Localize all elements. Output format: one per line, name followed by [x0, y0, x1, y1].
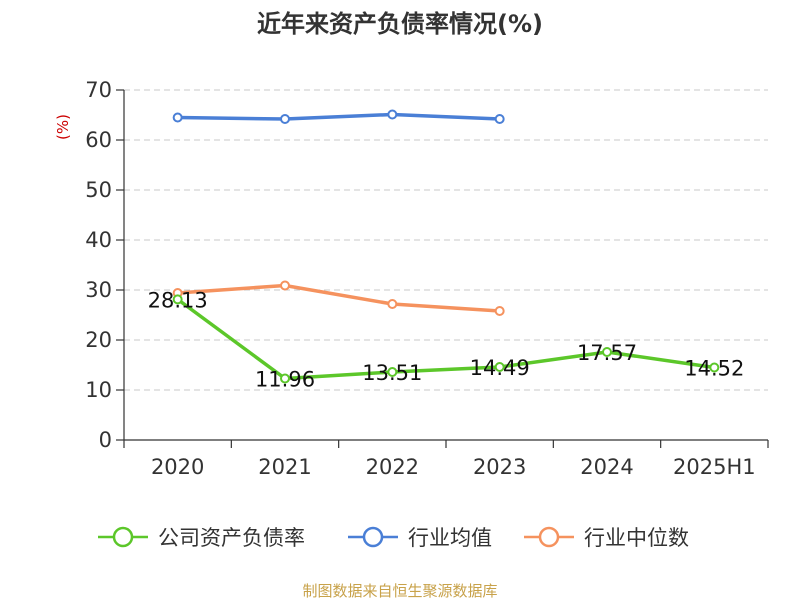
- series-1-point-0[interactable]: [172, 112, 183, 123]
- legend[interactable]: 公司资产负债率 行业均值 行业中位数: [98, 526, 689, 550]
- series-0-point-2[interactable]: [387, 367, 398, 377]
- series-line-0: [176, 297, 715, 381]
- series-1-point-3[interactable]: [494, 114, 505, 124]
- y-axis-unit-label: (%): [54, 114, 72, 140]
- series-0-point-1[interactable]: [280, 373, 290, 384]
- series-0-point-4[interactable]: [602, 347, 612, 357]
- grid-lines: [124, 89, 768, 391]
- series-2-point-3[interactable]: [494, 306, 505, 316]
- data-label: 13.51: [362, 361, 422, 385]
- y-tick-label: 10: [85, 378, 112, 402]
- x-tick-label: 2020: [151, 455, 204, 479]
- legend-item-2[interactable]: 行业中位数: [524, 526, 689, 550]
- legend-label: 行业均值: [408, 526, 492, 550]
- series-2-point-2[interactable]: [387, 299, 398, 309]
- x-tick-label: 2025H1: [673, 455, 756, 479]
- y-tick-label: 30: [85, 278, 112, 302]
- series-0-point-5[interactable]: [709, 362, 720, 373]
- source-note: 制图数据来自恒生聚源数据库: [302, 582, 497, 600]
- series-lines: [172, 109, 720, 384]
- legend-label: 公司资产负债率: [158, 526, 305, 550]
- axes: 0 10 20 30 40 50 60 70 2020 2021 2022 2023 2024 2025H…: [85, 78, 769, 479]
- legend-marker: [112, 526, 134, 548]
- data-label: 14.52: [684, 357, 744, 381]
- series-line-2: [177, 283, 500, 313]
- data-label: 14.49: [470, 356, 530, 380]
- legend-marker: [362, 526, 384, 548]
- y-tick-label: 60: [85, 128, 112, 152]
- data-labels: 28.13 11.96 13.51 14.49 17.57 14.52: [148, 288, 745, 391]
- y-tick-label: 0: [99, 428, 112, 452]
- chart-title: 近年来资产负债率情况(%): [257, 10, 543, 38]
- series-1-point-1[interactable]: [280, 114, 290, 124]
- y-tick-label: 50: [85, 178, 112, 202]
- data-label: 11.96: [255, 368, 315, 392]
- y-tick-label: 20: [85, 328, 112, 352]
- series-line-1: [177, 112, 500, 121]
- x-tick-label: 2021: [258, 455, 311, 479]
- legend-item-0[interactable]: 公司资产负债率: [98, 526, 305, 550]
- series-2-point-1[interactable]: [280, 280, 290, 291]
- series-0-point-0[interactable]: [172, 294, 183, 305]
- legend-label: 行业中位数: [584, 526, 689, 550]
- x-tick-label: 2022: [366, 455, 419, 479]
- series-0-point-3[interactable]: [494, 362, 505, 372]
- series-1-point-2[interactable]: [387, 109, 398, 120]
- data-label: 17.57: [577, 341, 637, 365]
- y-tick-label: 70: [85, 78, 112, 102]
- x-tick-label: 2024: [580, 455, 633, 479]
- data-label: 28.13: [148, 288, 208, 312]
- y-tick-label: 40: [85, 228, 112, 252]
- legend-item-1[interactable]: 行业均值: [348, 526, 492, 550]
- x-tick-label: 2023: [473, 455, 526, 479]
- legend-marker: [538, 526, 560, 548]
